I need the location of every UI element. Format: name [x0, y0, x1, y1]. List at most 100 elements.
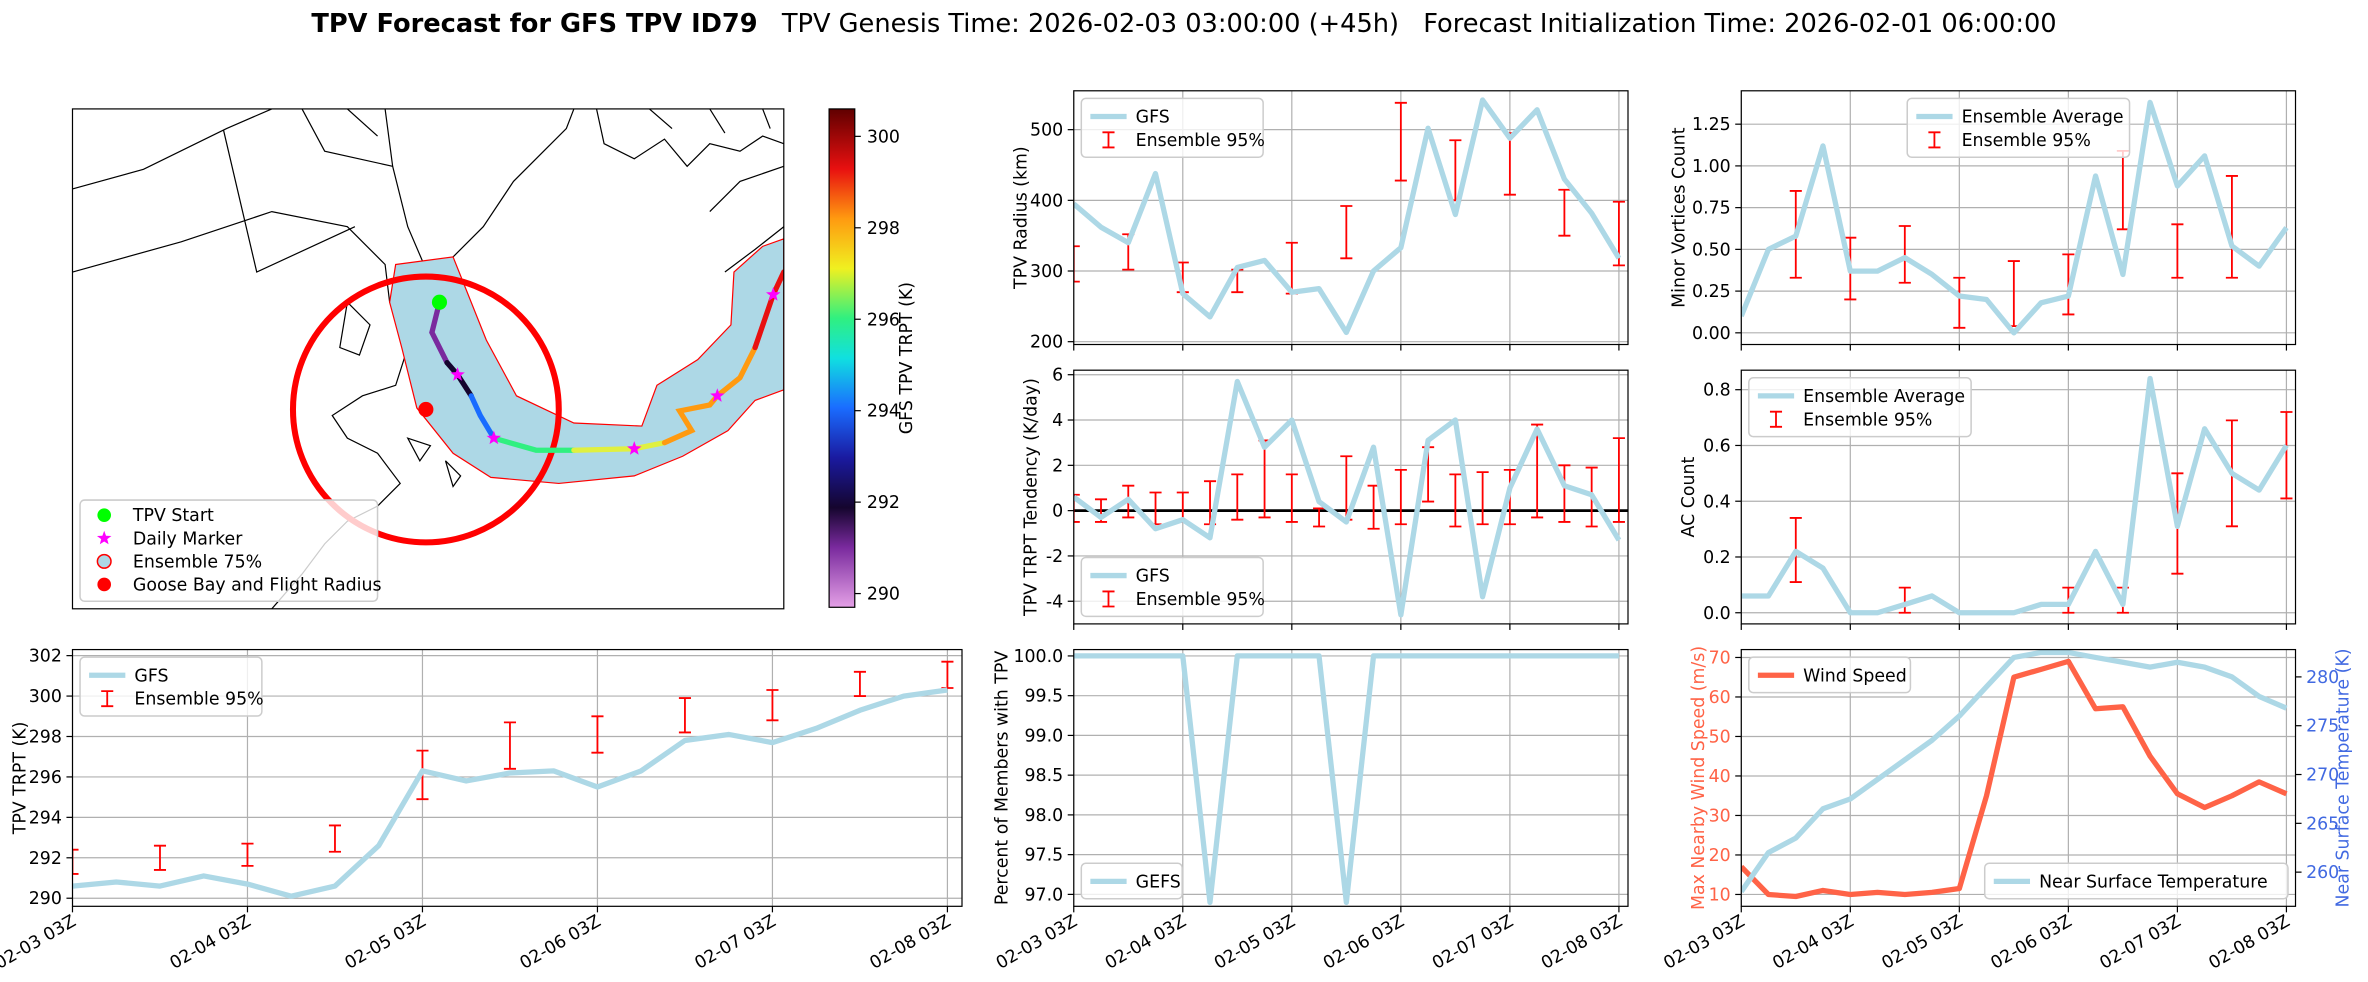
error-bar	[328, 824, 342, 853]
series-line	[72, 687, 948, 899]
y-axis-label: TPV Radius (km)	[1012, 146, 1032, 290]
y-tick-label: 98.5	[1025, 766, 1064, 786]
error-bar	[1394, 101, 1407, 182]
legend-box	[1983, 862, 2289, 900]
map-legend: TPV Start Daily Marker Ensemble 75% Goose B…	[79, 499, 382, 602]
error-bar	[1558, 188, 1571, 237]
panel: -4 -2 0 2 4 6 TPV TRPT Tendency (K/day) GFS Ense…	[1021, 366, 1629, 630]
y-tick-label: 0.4	[1703, 492, 1731, 512]
plot-frame	[1740, 648, 2297, 907]
series-line	[1073, 97, 1622, 336]
y-tick-label: 0.6	[1703, 437, 1731, 457]
y-tick-label: 6	[1052, 366, 1063, 386]
y-tick-label: 0.25	[1692, 282, 1731, 302]
x-tick-label: 02-05 03Z	[342, 911, 430, 973]
x-tick-label: 02-03 03Z	[0, 911, 80, 973]
error-bar	[153, 844, 167, 871]
error-bar	[1953, 276, 1966, 329]
colorbar-tick-label: 292	[867, 493, 900, 513]
x-tick-label: 02-03 03Z	[993, 911, 1081, 973]
y-axis-label: Percent of Members with TPV	[992, 651, 1012, 905]
daily-marker	[450, 367, 465, 381]
legend: Ensemble Average Ensemble 95%	[1748, 376, 1972, 438]
legend-label: Near Surface Temperature	[2039, 872, 2268, 892]
y-tick-label: 280	[2306, 668, 2339, 688]
y-tick-label: 260	[2306, 863, 2339, 883]
error-bar	[503, 721, 516, 770]
plot-frame	[71, 648, 963, 907]
legend-marker	[97, 577, 111, 592]
error-bar	[1073, 493, 1080, 523]
y-tick-label: 0.0	[1703, 604, 1731, 624]
y-tick-label: 99.0	[1025, 726, 1064, 746]
error-bar	[1612, 437, 1625, 523]
legend-box	[1080, 97, 1264, 158]
subtitle: TPV Genesis Time: 2026-02-03 03:00:00 (+…	[781, 9, 1399, 39]
legend-label: GFS	[1136, 567, 1170, 587]
daily-markers	[450, 287, 781, 455]
y-tick-label: 302	[29, 647, 62, 667]
y-tick-label: 20	[1709, 846, 1731, 866]
legend-label: Wind Speed	[1803, 666, 1907, 686]
x-tick-label: 02-08 03Z	[867, 911, 955, 973]
error-bar	[72, 848, 79, 875]
y-tick-label: 98.0	[1025, 806, 1064, 826]
y-tick-label: 0.00	[1692, 324, 1731, 344]
figure-title: TPV Forecast for GFS TPV ID79 TPV Genesis…	[311, 9, 2056, 39]
y-tick-label: -4	[1046, 592, 1063, 612]
error-bar	[1313, 507, 1326, 528]
error-bar	[1394, 468, 1407, 526]
legend: GFS Ensemble 95%	[1080, 97, 1265, 158]
flight-radius	[289, 273, 562, 546]
y-tick-label: 298	[29, 728, 62, 748]
colorbar-label: GFS TPV TRPT (K)	[897, 282, 917, 434]
x-tick-label: 02-07 03Z	[1429, 911, 1517, 973]
y-tick-label: 270	[2306, 766, 2339, 786]
x-tick-label: 02-04 03Z	[1102, 911, 1190, 973]
legend-label: Ensemble 95%	[1962, 131, 2091, 151]
legend-swatch	[1102, 131, 1115, 149]
legend-marker	[96, 530, 112, 545]
legend-box	[1748, 656, 1912, 694]
error-bar	[2171, 223, 2184, 279]
daily-marker	[765, 287, 781, 301]
legend-swatch	[1769, 410, 1783, 428]
x-tick-label: 02-06 03Z	[1320, 911, 1408, 973]
y-tick-label: 500	[1030, 121, 1063, 141]
error-bar	[1340, 205, 1353, 260]
y-axis-label: AC Count	[1679, 456, 1699, 537]
y-tick-label: 290	[29, 889, 62, 909]
y-tick-label: 100.0	[1013, 647, 1063, 667]
x-tick-label: 02-06 03Z	[1987, 911, 2075, 973]
colorbar-tick-label: 300	[867, 127, 900, 147]
error-bar	[591, 715, 604, 754]
legend-swatch	[101, 690, 114, 708]
legend-box	[1906, 97, 2131, 158]
y-axis-label: Max Nearby Wind Speed (m/s)	[1689, 646, 1709, 910]
track	[429, 269, 784, 453]
legend-marker	[96, 553, 112, 569]
legend-label: Ensemble 95%	[1136, 590, 1265, 610]
y-tick-label: 1.25	[1692, 115, 1731, 135]
y-tick-label: 99.5	[1025, 687, 1064, 707]
legend-label: Ensemble 95%	[134, 690, 263, 710]
error-bar	[853, 670, 866, 697]
legend-label: Ensemble 95%	[1136, 131, 1265, 151]
y-tick-label: 296	[29, 768, 62, 788]
error-bar	[1898, 586, 1911, 614]
error-bar	[1558, 464, 1571, 523]
legend-box	[79, 656, 263, 717]
y-tick-label: 292	[29, 849, 62, 869]
x-tick-label: 02-08 03Z	[2206, 911, 2294, 973]
y-tick-label: 40	[1709, 767, 1731, 787]
series-line	[1741, 99, 2289, 336]
y-tick-label: 97.5	[1025, 846, 1064, 866]
plot-frame	[1740, 90, 2297, 346]
legend: GFS Ensemble 95%	[79, 656, 264, 717]
title: TPV Forecast for GFS TPV ID79	[311, 9, 757, 39]
